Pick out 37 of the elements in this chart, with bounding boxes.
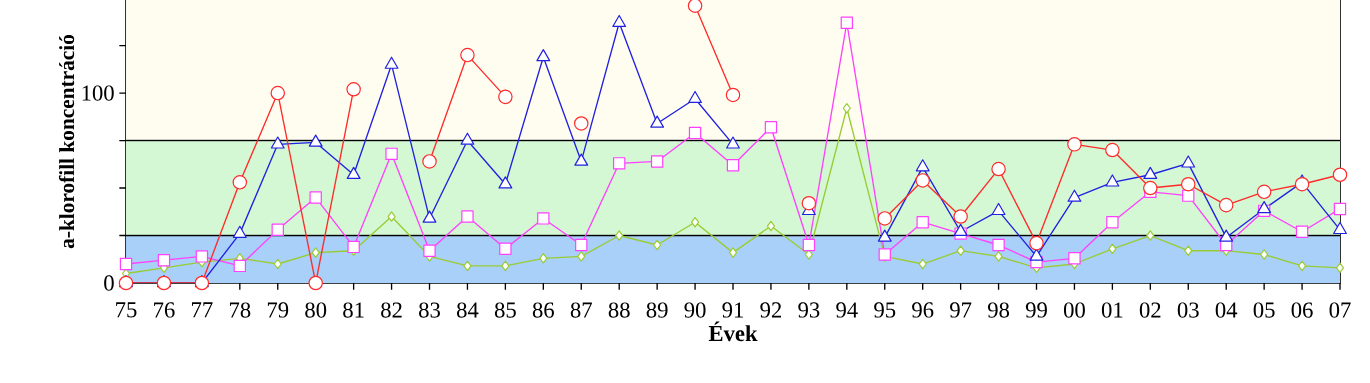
x-tick-label: 96 bbox=[912, 302, 934, 318]
x-tick-label: 89 bbox=[646, 302, 668, 318]
x-tick-label: 05 bbox=[1253, 302, 1275, 318]
x-tick-label: 02 bbox=[1139, 302, 1161, 318]
x-tick-label: 80 bbox=[305, 302, 327, 318]
x-tick-label: 07 bbox=[1329, 302, 1351, 318]
x-tick-label: 04 bbox=[1215, 302, 1238, 318]
x-tick-label: 82 bbox=[381, 302, 402, 318]
x-tick-label: 84 bbox=[456, 302, 479, 318]
x-tick-label: 98 bbox=[987, 302, 1010, 318]
x-tick-label: 83 bbox=[419, 302, 440, 318]
x-tick-label: 97 bbox=[950, 302, 972, 318]
x-tick-label: 88 bbox=[608, 302, 630, 318]
x-tick-label: 77 bbox=[192, 302, 213, 318]
x-tick-label: 95 bbox=[874, 302, 896, 318]
x-tick-label: 93 bbox=[798, 302, 820, 318]
x-tick-label: 94 bbox=[836, 302, 858, 318]
x-axis-title: Évek bbox=[708, 321, 758, 342]
x-tick-label: 78 bbox=[229, 302, 251, 318]
y-tick-label: 100 bbox=[82, 85, 114, 101]
y-axis-title: a-klorofill koncentráció bbox=[58, 34, 75, 249]
x-tick-label: 85 bbox=[494, 302, 516, 318]
y-tick-label: 0 bbox=[104, 275, 114, 291]
x-tick-label: 01 bbox=[1101, 302, 1123, 318]
x-tick-label: 87 bbox=[570, 302, 592, 318]
x-tick-label: 92 bbox=[760, 302, 782, 318]
x-tick-label: 03 bbox=[1177, 302, 1199, 318]
x-tick-label: 90 bbox=[684, 302, 706, 318]
x-tick-label: 99 bbox=[1025, 302, 1047, 318]
x-tick-label: 91 bbox=[722, 302, 743, 318]
x-tick-label: 79 bbox=[267, 302, 289, 318]
x-tick-label: 76 bbox=[154, 302, 175, 318]
x-tick-label: 81 bbox=[343, 302, 364, 318]
x-tick-label: 00 bbox=[1063, 302, 1085, 318]
x-tick-label: 06 bbox=[1291, 302, 1313, 318]
x-tick-label: 75 bbox=[116, 302, 137, 318]
x-tick-label: 86 bbox=[532, 302, 554, 318]
